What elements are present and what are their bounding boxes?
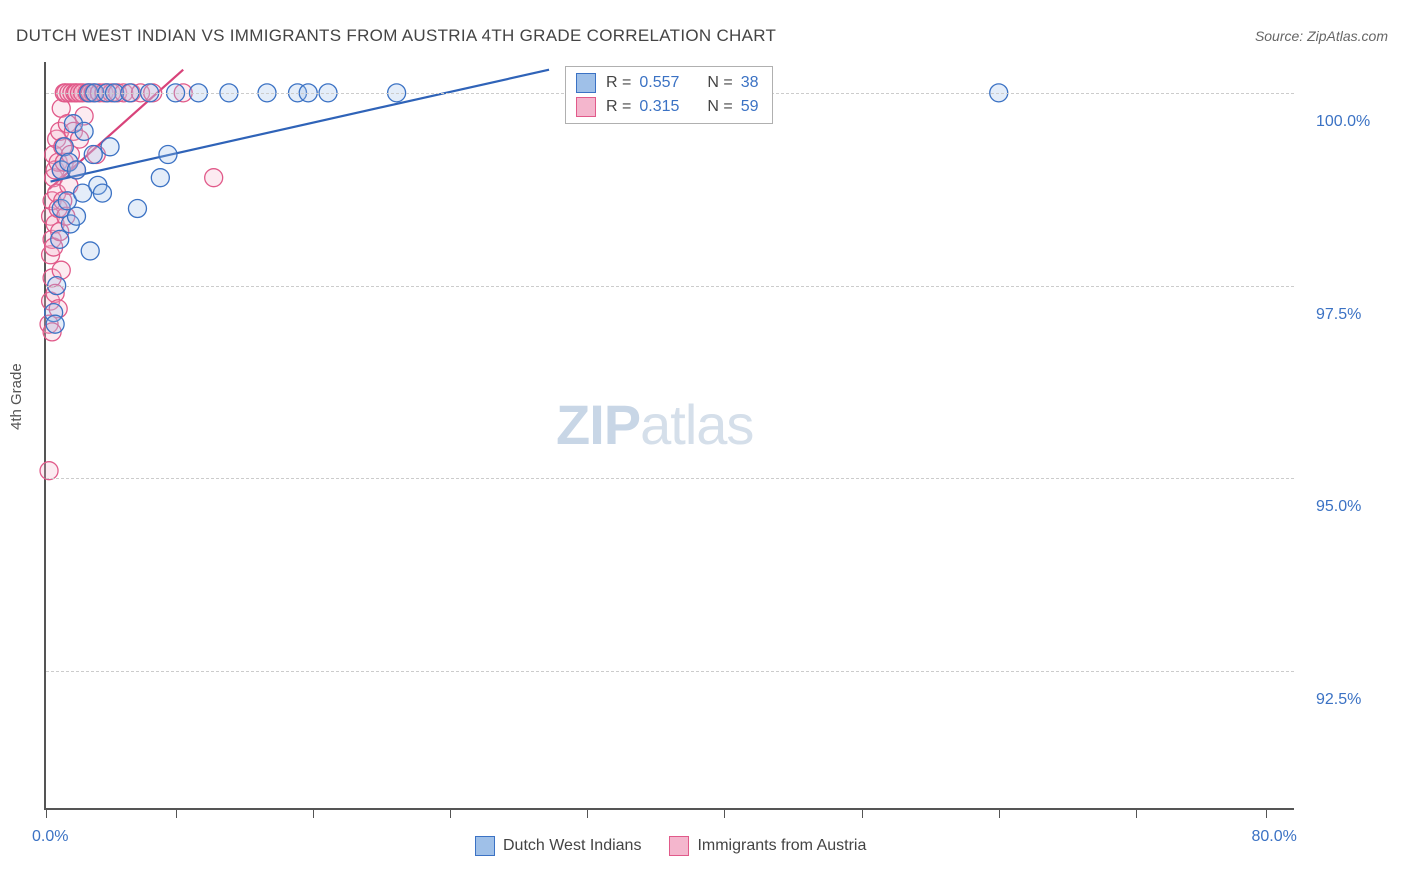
x-tick	[1266, 808, 1267, 818]
x-tick	[450, 808, 451, 818]
y-tick-label: 100.0%	[1316, 113, 1370, 131]
r-prefix: R =	[606, 74, 631, 92]
x-tick	[999, 808, 1000, 818]
scatter-svg	[46, 62, 1294, 808]
plot-area: ZIPatlas 92.5%95.0%97.5%100.0%0.0%80.0%	[44, 62, 1294, 810]
n-value-austria: 59	[741, 98, 759, 116]
scatter-point-dutch	[159, 146, 177, 164]
x-tick-label: 80.0%	[1252, 828, 1297, 846]
y-tick-label: 97.5%	[1316, 306, 1361, 324]
source-attribution: Source: ZipAtlas.com	[1255, 28, 1388, 44]
gridline-h	[46, 286, 1294, 287]
legend-row-dutch: R = 0.557 N = 38	[576, 73, 758, 93]
scatter-point-dutch	[67, 207, 85, 225]
y-tick-label: 95.0%	[1316, 498, 1361, 516]
scatter-point-dutch	[151, 169, 169, 187]
scatter-point-austria	[205, 169, 223, 187]
header: DUTCH WEST INDIAN VS IMMIGRANTS FROM AUS…	[16, 26, 1388, 46]
r-prefix: R =	[606, 98, 631, 116]
x-tick	[46, 808, 47, 818]
correlation-legend: R = 0.557 N = 38 R = 0.315 N = 59	[565, 66, 773, 124]
scatter-point-dutch	[128, 200, 146, 218]
scatter-point-dutch	[75, 122, 93, 140]
swatch-austria	[576, 97, 596, 117]
legend-item-austria: Immigrants from Austria	[669, 836, 866, 856]
scatter-point-dutch	[46, 315, 64, 333]
gridline-h	[46, 478, 1294, 479]
legend-row-austria: R = 0.315 N = 59	[576, 97, 758, 117]
scatter-point-dutch	[51, 230, 69, 248]
scatter-point-dutch	[93, 184, 111, 202]
swatch-austria-2	[669, 836, 689, 856]
series-legend: Dutch West Indians Immigrants from Austr…	[475, 836, 866, 856]
y-axis-label: 4th Grade	[8, 363, 25, 430]
x-tick	[587, 808, 588, 818]
r-value-dutch: 0.557	[639, 74, 691, 92]
legend-label-dutch: Dutch West Indians	[503, 837, 641, 855]
chart-title: DUTCH WEST INDIAN VS IMMIGRANTS FROM AUS…	[16, 26, 776, 46]
scatter-point-dutch	[67, 161, 85, 179]
x-tick	[724, 808, 725, 818]
n-prefix: N =	[707, 74, 732, 92]
gridline-h	[46, 671, 1294, 672]
n-value-dutch: 38	[741, 74, 759, 92]
swatch-dutch-2	[475, 836, 495, 856]
x-tick	[862, 808, 863, 818]
x-tick	[1136, 808, 1137, 818]
r-value-austria: 0.315	[639, 98, 691, 116]
swatch-dutch	[576, 73, 596, 93]
scatter-point-dutch	[101, 138, 119, 156]
x-tick	[176, 808, 177, 818]
legend-label-austria: Immigrants from Austria	[697, 837, 866, 855]
legend-item-dutch: Dutch West Indians	[475, 836, 641, 856]
x-tick	[313, 808, 314, 818]
y-tick-label: 92.5%	[1316, 691, 1361, 709]
scatter-point-austria	[40, 462, 58, 480]
scatter-point-dutch	[84, 146, 102, 164]
scatter-point-dutch	[81, 242, 99, 260]
x-tick-label: 0.0%	[32, 828, 68, 846]
n-prefix: N =	[707, 98, 732, 116]
